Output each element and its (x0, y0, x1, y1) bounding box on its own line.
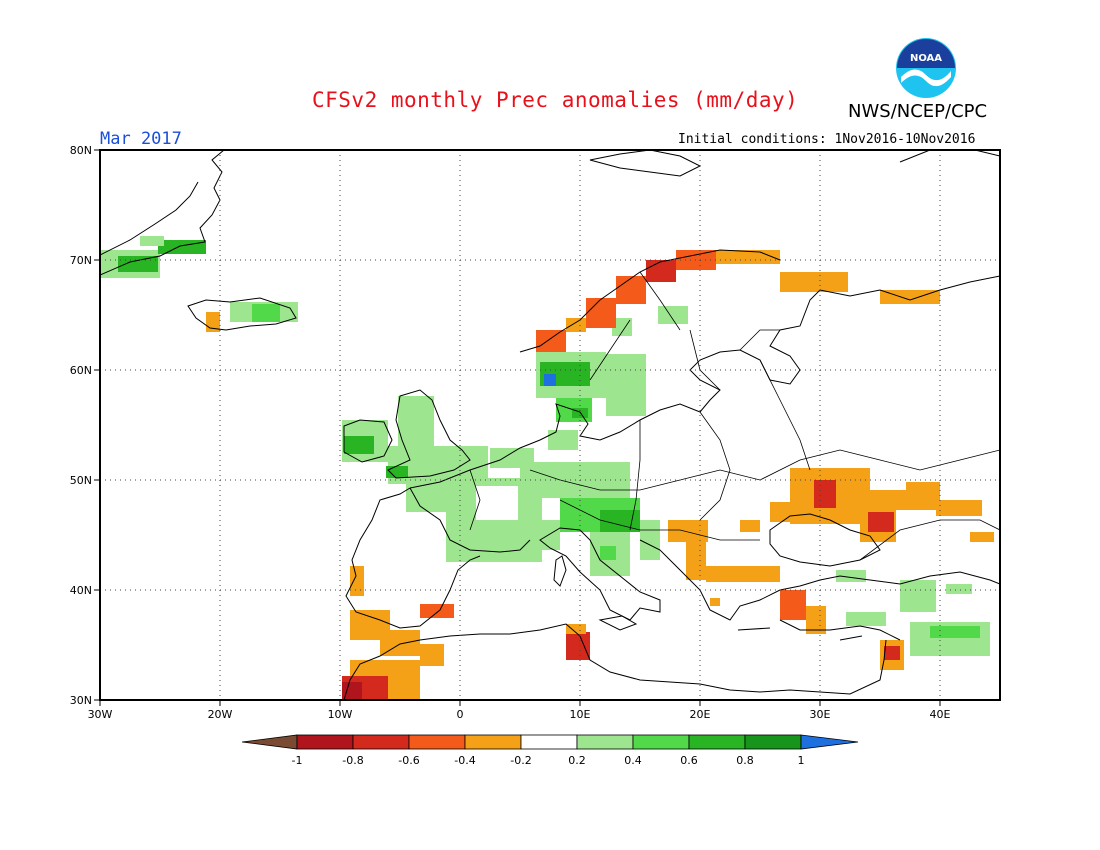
sicily (598, 615, 638, 631)
colorbar-tick-label: 0.4 (624, 754, 642, 767)
colorbar-tick-label: -0.2 (510, 754, 531, 767)
colorbar-tick-label: -1 (292, 754, 303, 767)
map-title: CFSv2 monthly Prec anomalies (mm/day) (312, 88, 799, 112)
anomaly-shading (100, 236, 994, 700)
ireland-coast (343, 419, 393, 463)
lat-tick-label: 60N (70, 364, 92, 377)
lat-tick-label: 30N (70, 694, 92, 707)
valid-month-label: Mar 2017 (100, 129, 182, 149)
black-sea-coast (769, 513, 881, 567)
lon-tick-label: 30E (810, 708, 831, 721)
initial-conditions-label: Initial conditions: 1Nov2016-10Nov2016 (678, 132, 976, 147)
lat-tick-label: 40N (70, 584, 92, 597)
gridlines (100, 150, 1000, 700)
italy-coast (539, 527, 661, 621)
crete-cyprus (737, 627, 863, 641)
colorbar-bin (408, 734, 466, 750)
colorbar-low-arrow (241, 734, 298, 750)
anomaly-balkans (668, 520, 972, 634)
map-frame (99, 149, 1001, 701)
colorbar-bin (520, 734, 578, 750)
lat-tick-label: 70N (70, 254, 92, 267)
anomaly-western-europe (342, 396, 660, 576)
anomaly-norway-coast (536, 250, 940, 352)
turkey-south-coast (779, 619, 901, 641)
lon-tick-label: 10E (570, 708, 591, 721)
noaa-logo-icon: NOAA (896, 38, 956, 98)
colorbar-tick-label: 1 (798, 754, 805, 767)
north-africa-coast (343, 623, 887, 700)
lon-tick-label: 10W (328, 708, 353, 721)
iceland-coast (187, 297, 297, 331)
colorbar-tick-label: -0.4 (454, 754, 475, 767)
lat-tick-label: 80N (70, 144, 92, 157)
lon-tick-label: 0 (457, 708, 464, 721)
lat-ticks: 30N 40N 50N 60N 70N 80N (70, 144, 100, 707)
lon-tick-label: 40E (930, 708, 951, 721)
colorbar-bin (744, 734, 802, 750)
colorbar-tick-label: -0.6 (398, 754, 419, 767)
lon-tick-label: 20W (208, 708, 233, 721)
colorbar-tick-label: -0.8 (342, 754, 363, 767)
colorbar-bin (632, 734, 690, 750)
colorbar-high-arrow (800, 734, 859, 750)
colorbar: -1 -0.8 -0.6 -0.4 -0.2 0.2 0.4 0.6 0.8 1 (241, 734, 859, 767)
lon-tick-label: 30W (88, 708, 113, 721)
balkans-coast (639, 539, 1000, 621)
corsica-sardinia (553, 555, 567, 587)
colorbar-bin (576, 734, 634, 750)
country-borders (469, 271, 1000, 561)
novaya-coast (899, 150, 1000, 163)
colorbar-bin (296, 734, 354, 750)
svalbard-coast (589, 150, 702, 177)
colorbar-tick-label: 0.6 (680, 754, 698, 767)
colorbar-tick-label: 0.2 (568, 754, 586, 767)
logo-text: NOAA (910, 53, 942, 64)
lon-tick-label: 20E (690, 708, 711, 721)
anomaly-scandinavia (536, 306, 688, 422)
colorbar-bin (464, 734, 522, 750)
colorbar-bin (688, 734, 746, 750)
anomaly-iberia-north-africa (342, 566, 590, 700)
norway-coast (519, 249, 781, 353)
lon-ticks: 30W 20W 10W 0 10E 20E 30E 40E (88, 700, 951, 721)
agency-label: NWS/NCEP/CPC (848, 101, 988, 122)
anomaly-middle-east (846, 612, 990, 670)
lat-tick-label: 50N (70, 474, 92, 487)
britain-coast (387, 389, 471, 479)
anomaly-iceland (206, 302, 298, 332)
colorbar-tick-label: 0.8 (736, 754, 754, 767)
anomaly-ukraine (740, 468, 994, 542)
colorbar-bin (352, 734, 410, 750)
